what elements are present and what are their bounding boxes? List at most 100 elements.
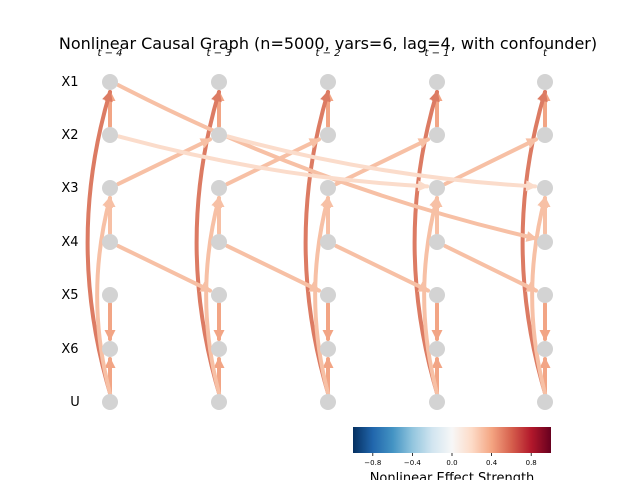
node-x6-t4 [537,341,553,357]
time-labels: t − 4 t − 3 t − 2 t − 1 t [97,48,548,59]
edge-x5-to-x6-arrowhead [431,330,443,341]
node-u-t3 [429,394,445,410]
lagged-edge-x4-to-x5 [225,243,321,293]
node-x4-t4 [537,234,553,250]
node-x1-t3 [429,74,445,90]
edge-u-to-x3-arrowhead [211,196,222,209]
node-layer [102,74,553,410]
node-x2-t2 [320,127,336,143]
edge-u-to-x6-arrowhead [539,357,551,368]
node-x1-t2 [320,74,336,90]
colorbar-tick-label: 0.8 [526,459,537,467]
edge-u-to-x1-arrowhead [320,90,331,103]
node-x3-t2 [320,180,336,196]
lagged-edge-x2-to-x3-arrowhead [525,180,538,192]
node-x2-t1 [211,127,227,143]
node-x2-t0 [102,127,118,143]
figure-title: Nonlinear Causal Graph (n=5000, vars=6, … [59,34,597,53]
lagged-edge-x3-to-x2 [443,137,538,186]
row-label-x2: X2 [61,128,78,143]
lagged-edge-x4-to-x5 [116,243,212,293]
edge-u-to-x3 [530,196,547,395]
row-label-x4: X4 [61,235,78,250]
lagged-edge-x3-to-x2-arrowhead [199,138,212,149]
colorbar-tick-label: 0.4 [486,459,498,467]
edge-u-to-x3 [204,196,221,395]
lagged-edge-x4-to-x5-arrowhead [308,281,321,292]
colorbar-gradient [353,427,551,453]
node-x5-t2 [320,287,336,303]
edge-x5-to-x6-arrowhead [213,330,225,341]
edge-u-to-x3 [95,196,112,395]
lagged-edge-x4-to-x5-arrowhead [199,281,212,292]
lagged-edge-x3-to-x2 [116,137,212,187]
edge-u-to-x3-arrowhead [102,196,113,209]
node-x5-t0 [102,287,118,303]
node-x1-t1 [211,74,227,90]
lagged-edge-x3-to-x2 [225,137,321,187]
node-x2-t3 [429,127,445,143]
lagged-edge-x4-to-x5-arrowhead [417,281,430,292]
lagged-edge-x3-to-x2 [334,137,430,187]
node-x3-t3 [429,180,445,196]
time-label-t-4: t − 4 [97,48,122,59]
lagged-edge-x1-to-x4 [116,83,538,241]
colorbar-tick-label: 0.0 [446,459,457,467]
node-x6-t3 [429,341,445,357]
node-x5-t1 [211,287,227,303]
time-label-t-2: t − 2 [315,48,340,59]
lagged-edge-x4-to-x5 [443,244,538,293]
edge-u-to-x3 [313,196,330,395]
lagged-edge-x4-to-x5-arrowhead [525,281,538,292]
edge-u-to-x1-arrowhead [537,90,548,103]
lagged-edge-x3-to-x2-arrowhead [525,138,538,149]
lagged-edge-x4-to-x5 [334,243,430,293]
node-x5-t4 [537,287,553,303]
row-label-x3: X3 [61,181,78,196]
node-u-t1 [211,394,227,410]
colorbar-tick-label: −0.4 [404,459,422,467]
node-x4-t0 [102,234,118,250]
edge-u-to-x1-arrowhead [211,90,222,103]
edge-u-to-x6-arrowhead [104,357,116,368]
node-u-t0 [102,394,118,410]
colorbar-label: Nonlinear Effect Strength [370,471,535,480]
lagged-edge-x2-to-x3 [225,134,538,189]
node-x4-t3 [429,234,445,250]
edge-u-to-x6-arrowhead [322,357,334,368]
edge-u-to-x1-arrowhead [102,90,113,103]
row-label-x5: X5 [61,288,78,303]
edge-u-to-x3-arrowhead [320,196,331,209]
node-x1-t4 [537,74,553,90]
edge-u-to-x3-arrowhead [429,196,440,209]
node-x5-t3 [429,287,445,303]
node-x4-t2 [320,234,336,250]
colorbar: −0.8 −0.4 0.0 0.4 0.8 Nonlinear Effect S… [353,427,551,480]
node-x3-t0 [102,180,118,196]
row-labels: X1 X2 X3 X4 X5 X6 U [61,75,79,410]
edge-u-to-x6-arrowhead [213,357,225,368]
node-x1-t0 [102,74,118,90]
row-label-x1: X1 [61,75,78,90]
node-u-t2 [320,394,336,410]
edge-u-to-x3 [422,196,439,395]
edge-x5-to-x6-arrowhead [539,330,551,341]
row-label-x6: X6 [61,342,78,357]
node-x4-t1 [211,234,227,250]
edge-x5-to-x6-arrowhead [322,330,334,341]
lagged-edge-x2-to-x3-arrowhead [417,180,430,192]
time-label-t-3: t − 3 [206,48,231,59]
colorbar-tick-label: −0.8 [364,459,381,467]
node-x3-t4 [537,180,553,196]
edge-x5-to-x6-arrowhead [104,330,116,341]
node-x3-t1 [211,180,227,196]
node-x6-t2 [320,341,336,357]
lagged-edge-x1-to-x4-arrowhead [525,231,538,242]
lagged-edge-x2-to-x3 [116,134,430,189]
time-label-t-1: t − 1 [424,48,449,59]
edge-u-to-x1-arrowhead [429,90,440,103]
time-label-t: t [543,48,548,59]
edge-u-to-x6-arrowhead [431,357,443,368]
